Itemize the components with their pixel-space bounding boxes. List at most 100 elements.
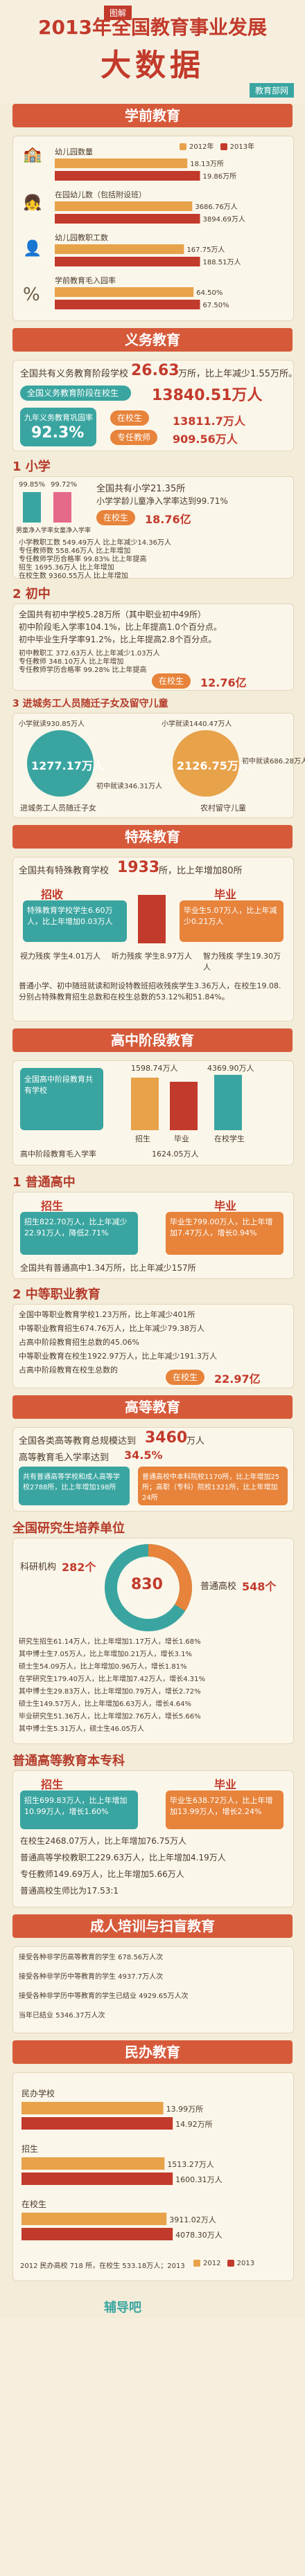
- voc-students: 中等职业教育在校生1922.97万人，比上年减少191.3万人: [19, 1352, 217, 1361]
- research-label: 科研机构: [20, 1562, 57, 1572]
- ug-grad-title: 毕业: [214, 1778, 237, 1791]
- high-col-c: 在校学生: [214, 1134, 245, 1143]
- grad-row: 硕士生149.57万人，比上年增加6.63万人，增长4.64%: [19, 1700, 192, 1708]
- grad-units-value: 830: [131, 1576, 163, 1593]
- boys-caption: 男童净入学率: [16, 527, 54, 534]
- higher-total-text: 全国各类高等教育总规模达到: [19, 1436, 137, 1446]
- adult-panel: 接受各种非学历高等教育的学生 678.56万人次 接受各种非学历中等教育的学生 4…: [12, 1946, 294, 2033]
- gross-box: 九年义务教育巩固率 92.3%: [20, 408, 96, 446]
- junior-schools: 全国共有初中学校5.28万所（其中职业初中49所）: [19, 610, 206, 619]
- section-special: 特殊教育: [12, 825, 293, 849]
- junior-students-value: 12.76亿: [200, 676, 247, 689]
- watermark: 辅导吧: [104, 2301, 141, 2315]
- special-enroll-box: 特殊教育学校学生6.60万人，比上年增加0.03万人: [23, 900, 127, 942]
- higher-panel: 全国各类高等教育总规模达到 3460 万人 高等教育毛入学率达到 34.5% 共…: [12, 1427, 294, 1512]
- primary-row: 专任教师学历合格率 99.83% 比上年提高: [19, 556, 147, 563]
- section-private: 民办教育: [12, 2040, 293, 2064]
- gross-value: 92.3%: [31, 424, 85, 442]
- header: 图解 2013年全国教育事业发展 大数据 教育部网: [0, 0, 305, 104]
- private-value-2012: 1513.27万人: [167, 2160, 214, 2169]
- special-cat: 听力残疾 学生8.97万人: [112, 952, 192, 961]
- preschool-value-2012: 167.75万人: [186, 246, 225, 254]
- migrant-title: 3 进城务工人员随迁子女及留守儿童: [12, 698, 168, 709]
- compulsory-panel: 全国共有义务教育阶段学校 26.63 万所，比上年减少1.55万所。 全国义务教…: [12, 360, 297, 451]
- preschool-bar-2013: [55, 171, 200, 181]
- univ-value: 548个: [242, 1580, 277, 1593]
- schools-text: 全国共有义务教育阶段学校: [20, 369, 129, 379]
- high-total-box: 全国高中阶段教育共有学校: [20, 1068, 103, 1130]
- ratio-text: 普通高校生师比为17.53:1: [20, 1886, 119, 1896]
- section-high-school: 高中阶段教育: [12, 1028, 293, 1052]
- higher-total-value: 3460: [145, 1429, 188, 1446]
- section-preschool: 学前教育: [12, 104, 293, 127]
- junior-row: 专任教师 348.10万人 比上年增加: [19, 658, 124, 666]
- ug-students: 在校生2468.07万人，比上年增加76.75万人: [20, 1836, 186, 1846]
- preschool-value-2013: 67.50%: [203, 302, 229, 309]
- children-icon: 👧: [23, 194, 42, 212]
- junior-students-label: 在校生: [152, 673, 191, 689]
- higher-total-unit: 万人: [186, 1436, 205, 1446]
- ug-enroll-title: 招生: [41, 1778, 64, 1791]
- preschool-bar-2013: [55, 257, 200, 266]
- univ-label: 普通高校: [200, 1581, 237, 1592]
- priv-legend-2012: 2012: [203, 2260, 221, 2267]
- preschool-value-2012: 64.50%: [196, 289, 223, 297]
- private-value-2012: 13.99万所: [166, 2105, 204, 2114]
- grad-panel: 科研机构 282个 830 普通高校 548个 研究生招生61.14万人，比上年…: [12, 1538, 294, 1744]
- junior-rows: 初中教职工 372.63万人 比上年减少1.03万人 专任教师 348.10万人 …: [13, 647, 293, 675]
- voc-title: 2 中等职业教育: [12, 1287, 101, 1302]
- left-total: 2126.75万人: [177, 759, 250, 772]
- junior-panel: 全国共有初中学校5.28万所（其中职业初中49所） 初中阶段毛入学率104.1%…: [12, 604, 294, 691]
- senior-grad-box: 毕业生799.00万人，比上年增加7.47万人，增长0.94%: [166, 1212, 284, 1255]
- preschool-value-2013: 19.86万所: [203, 172, 237, 181]
- higher-regular: 普通高校中本科院校1170所，比上年增加25所；高职（专科）院校1321所，比上…: [142, 1473, 280, 1502]
- footer-space: [0, 2319, 305, 2576]
- teachers-text: 专任教师149.69万人，比上年增加5.66万人: [20, 1869, 184, 1879]
- private-row-label: 民办学校: [21, 2088, 55, 2098]
- primary-panel: 99.85% 99.72% 男童净入学率 女童净入学率 全国共有小学21.35所…: [12, 476, 294, 580]
- private-bar-2013: [21, 2228, 173, 2240]
- voc-students-label: 在校生: [166, 1370, 205, 1385]
- private-panel: 民办学校 13.99万所 14.92万所 招生 1513.27万人 1600.31万人 在校…: [12, 2072, 294, 2281]
- preschool-panel: 🏫 👧 👤 % 幼儿园数量 18.13万所 19.86万所 在园幼儿数（包括附设班） 3…: [12, 136, 294, 321]
- adult-row: 接受各种非学历中等教育的学生已结业 4929.65万人次: [19, 1993, 189, 2000]
- high-bar-b: [170, 1082, 198, 1130]
- special-cat: 智力残疾 学生19.30万人: [203, 952, 281, 972]
- special-panel: 全国共有特殊教育学校 1933 所，比上年增加80所 招收 特殊教育学校学生6.…: [12, 857, 294, 1022]
- migrant-primary: 小学就读930.85万人: [19, 720, 85, 728]
- preschool-row-label: 幼儿园数量: [55, 147, 93, 156]
- migrant-junior: 初中就读346.31万人: [96, 783, 162, 790]
- private-bar-2013: [21, 2173, 173, 2185]
- students-text: 全国义务教育阶段在校生: [20, 386, 131, 401]
- voc-enroll: 中等职业教育招生674.76万人，比上年减少79.38万人: [19, 1324, 204, 1333]
- grad-units-ring: [105, 1544, 192, 1631]
- grad-row: 其中博士生29.83万人，比上年增加0.79万人，增长2.72%: [19, 1688, 201, 1696]
- girls-caption: 女童净入学率: [53, 527, 92, 534]
- preschool-legend: 2012年 2013年: [180, 140, 254, 151]
- senior-enroll-box: 招生822.70万人，比上年减少22.91万人，降低2.71%: [20, 1212, 138, 1255]
- private-note: 2012 民办高校 718 所，在校生 533.18万人；2013: [20, 2262, 185, 2270]
- senior-title: 1 普通高中: [12, 1175, 76, 1190]
- legend-2013: 2013年: [229, 143, 255, 151]
- high-bar-c: [214, 1075, 242, 1130]
- preschool-row-label: 幼儿园教职工数: [55, 233, 108, 242]
- percent-icon: %: [23, 284, 40, 305]
- private-row-label: 招生: [21, 2144, 38, 2154]
- migrant-total: 1277.17万人: [31, 759, 104, 772]
- senior-schools: 全国共有普通高中1.34万所，比上年减少157所: [20, 1263, 196, 1273]
- special-schools-unit: 所，比上年增加80所: [159, 866, 243, 876]
- grad-row: 其中博士生5.31万人，硕士生46.05万人: [19, 1725, 144, 1733]
- page-title: 2013年全国教育事业发展: [38, 16, 267, 39]
- adult-row: 接受各种非学历高等教育的学生 678.56万人次: [19, 1954, 164, 1961]
- bu-label: 在校生: [110, 410, 150, 426]
- voc-share2: 占高中阶段教育在校生总数的: [19, 1366, 118, 1375]
- preschool-bar-2012: [55, 244, 184, 254]
- private-value-2012: 3911.02万人: [169, 2215, 216, 2224]
- special-schools-text: 全国共有特殊教育学校: [19, 866, 110, 876]
- junior-row: 专任教师学历合格率 99.28% 比上年提高: [19, 666, 147, 674]
- primary-row: 专任教师数 558.46万人 比上年增加: [19, 547, 131, 555]
- private-bar-2012: [21, 2213, 167, 2225]
- preschool-value-2013: 3894.69万人: [203, 215, 245, 224]
